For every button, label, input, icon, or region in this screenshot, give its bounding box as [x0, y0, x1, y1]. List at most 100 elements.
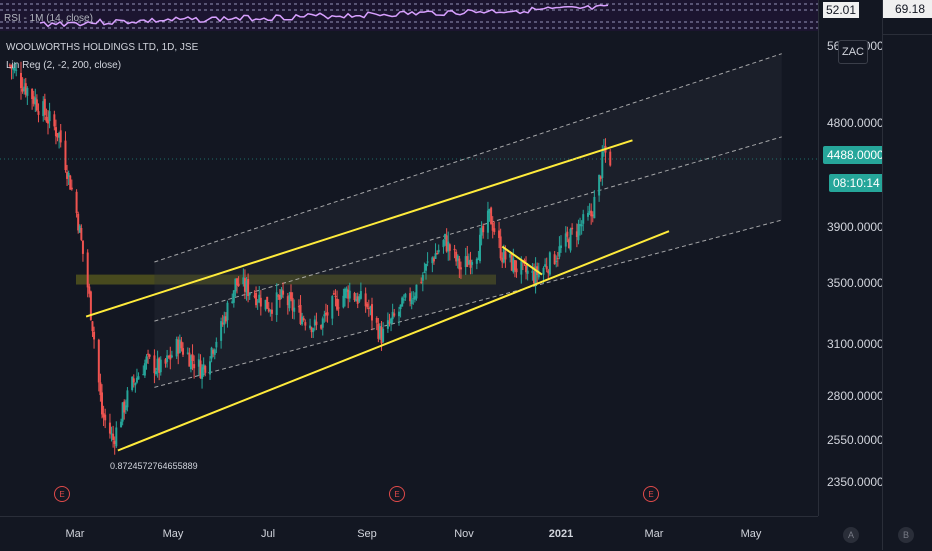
candle-body	[579, 224, 582, 226]
candle-body	[67, 172, 70, 177]
candle-body	[278, 294, 281, 300]
candle-body	[131, 376, 134, 390]
time-label: Nov	[454, 528, 474, 540]
candle-body	[231, 301, 234, 304]
candle-body	[420, 281, 423, 283]
candle-body	[88, 286, 91, 294]
candle-body	[467, 260, 470, 265]
candle-body	[99, 382, 102, 396]
candle-body	[493, 228, 496, 233]
chart-title: WOOLWORTHS HOLDINGS LTD, 1D, JSE	[6, 42, 199, 53]
candle-body	[415, 284, 418, 299]
candle-body	[525, 265, 528, 273]
candle-body	[34, 97, 37, 105]
earnings-event-marker[interactable]: E	[643, 486, 659, 502]
candle-body	[482, 225, 485, 233]
candle-body	[35, 99, 38, 111]
candle-body	[391, 311, 394, 320]
candle-body	[267, 308, 270, 312]
price-axis[interactable]: 52.01 5600.0000 4800.0000 3900.0000 3500…	[818, 0, 888, 516]
candle-body	[137, 376, 140, 380]
candle-body	[560, 245, 562, 248]
log-scale-button[interactable]: B	[898, 527, 914, 543]
candle-body	[477, 258, 480, 260]
candle-body	[358, 296, 361, 302]
support-zone	[76, 274, 496, 285]
candle-body	[515, 268, 518, 273]
candle-body	[169, 354, 172, 360]
candle-body	[498, 230, 501, 238]
candle-body	[423, 271, 426, 273]
candle-body	[232, 290, 235, 303]
candle-body	[471, 262, 474, 265]
candle-body	[259, 297, 262, 307]
auto-scale-button[interactable]: A	[843, 527, 859, 543]
candle-body	[121, 402, 124, 422]
candle-body	[321, 318, 324, 328]
candle-body	[410, 299, 413, 305]
candle-body	[115, 427, 118, 447]
price-axis-label: 3900.0000	[827, 220, 884, 234]
candle-body	[359, 291, 362, 299]
candle-body	[453, 248, 456, 251]
candle-body	[310, 327, 313, 333]
price-axis-label: 2800.0000	[827, 389, 884, 403]
candle-body	[123, 401, 126, 413]
candle-body	[412, 298, 415, 300]
candle-body	[564, 233, 567, 247]
currency-label[interactable]: ZAC	[838, 40, 868, 64]
candle-body	[380, 327, 383, 344]
candle-body	[89, 291, 92, 321]
candle-body	[442, 240, 445, 248]
candle-body	[598, 174, 601, 196]
candle-body	[280, 289, 283, 298]
candle-body	[178, 339, 181, 353]
candle-body	[126, 390, 129, 408]
candle-body	[213, 349, 216, 355]
candle-body	[555, 260, 558, 262]
candle-body	[553, 254, 556, 265]
candle-body	[512, 258, 515, 272]
candle-body	[577, 224, 580, 241]
price-chart[interactable]	[0, 0, 818, 516]
candle-body	[382, 328, 385, 342]
price-axis-label: 2350.0000	[827, 475, 884, 489]
candle-body	[101, 392, 103, 415]
candle-body	[510, 253, 513, 271]
candle-body	[364, 293, 367, 307]
candle-body	[191, 354, 194, 362]
candle-body	[464, 256, 467, 268]
candle-body	[270, 309, 273, 314]
time-axis[interactable]: Mar May Jul Sep Nov 2021 Mar May	[0, 516, 818, 551]
candle-body	[197, 359, 200, 367]
candle-body	[545, 266, 548, 270]
price-axis-label: 2550.0000	[827, 433, 884, 447]
candle-body	[344, 288, 346, 298]
candle-body	[15, 69, 18, 71]
candle-body	[13, 67, 16, 71]
candle-body	[45, 116, 48, 122]
candle-body	[110, 433, 113, 435]
candle-body	[447, 241, 450, 252]
candle-body	[124, 405, 127, 411]
upper-channel-line	[85, 139, 633, 318]
candle-body	[556, 258, 559, 260]
candle-body	[54, 127, 57, 137]
candle-body	[547, 270, 550, 274]
candle-body	[234, 278, 237, 292]
candle-body	[20, 72, 22, 89]
candle-body	[591, 214, 594, 217]
candle-body	[86, 252, 89, 288]
candle-body	[513, 260, 516, 271]
lower-channel-line	[117, 230, 670, 452]
candle-body	[193, 364, 196, 369]
candle-body	[502, 248, 505, 263]
time-label-year: 2021	[548, 528, 574, 540]
earnings-event-marker[interactable]: E	[389, 486, 405, 502]
candle-body	[331, 296, 334, 319]
candle-body	[531, 270, 534, 273]
rsi-plot	[0, 3, 818, 29]
earnings-event-marker[interactable]: E	[54, 486, 70, 502]
candle-body	[456, 255, 459, 261]
candle-body	[256, 301, 259, 303]
